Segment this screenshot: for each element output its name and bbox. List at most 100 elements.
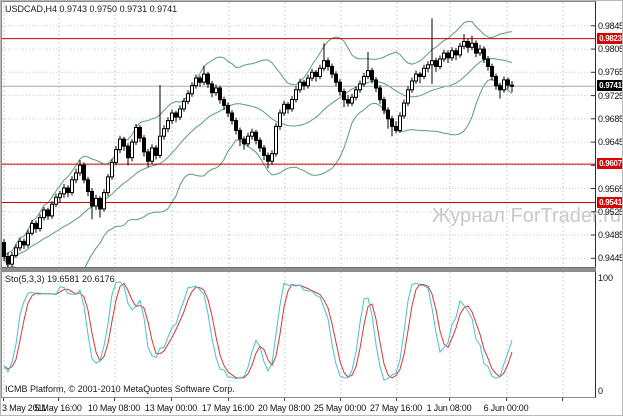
candle-body	[354, 89, 358, 98]
candle-body	[410, 80, 414, 91]
candle-body	[358, 83, 362, 91]
candle-body	[94, 197, 98, 207]
candle-body	[430, 60, 434, 66]
price-tick-label: 0.9445	[598, 253, 623, 264]
chart-title: USDCAD,H4 0.9743 0.9750 0.9731 0.9741	[5, 4, 178, 14]
stochastic-lines	[3, 281, 513, 381]
current-price-badge: 0.9741	[597, 80, 622, 92]
date-label: 1 Jun 08:00	[426, 403, 472, 413]
candle-body	[234, 120, 238, 131]
date-tick	[340, 398, 341, 401]
date-label: 17 May 16:00	[201, 403, 255, 413]
candle-body	[42, 209, 46, 219]
grid	[3, 272, 564, 397]
horizontal-level-lines	[2, 38, 595, 203]
signal-line	[3, 282, 513, 379]
candle-body	[110, 161, 114, 178]
candle-body	[510, 84, 514, 87]
candle-body	[54, 196, 58, 205]
candle-body	[218, 87, 222, 101]
price-tick-label: 0.9685	[598, 113, 623, 124]
candle-body	[350, 96, 354, 104]
candle-body	[2, 242, 6, 258]
candle-body	[6, 256, 10, 265]
date-tick	[506, 398, 507, 401]
candle-body	[266, 154, 270, 162]
candle-body	[426, 64, 430, 69]
sto-axis-max-label: 100	[598, 273, 614, 283]
date-label: 27 May 16:00	[369, 403, 423, 413]
candle-body	[454, 50, 458, 56]
date-tick	[171, 398, 172, 401]
candle-body	[22, 240, 26, 246]
candle-body	[398, 115, 402, 131]
candle-body	[66, 187, 70, 194]
date-tick	[114, 398, 115, 401]
candle-body	[238, 129, 242, 140]
candle-body	[470, 42, 474, 48]
price-tick-label: 0.9805	[598, 44, 623, 55]
candle-body	[490, 66, 494, 77]
candle-body	[178, 108, 182, 118]
candle-body	[158, 135, 162, 156]
candle-body	[74, 172, 78, 181]
candle-body	[230, 112, 234, 122]
candle-body	[342, 91, 346, 101]
candlestick-chart[interactable]	[2, 2, 595, 267]
date-tick	[449, 398, 450, 401]
candle-body	[506, 79, 510, 86]
candle-body	[214, 87, 218, 94]
candle-body	[502, 79, 506, 91]
candle-body	[278, 112, 282, 127]
candle-body	[134, 127, 138, 143]
candle-body	[310, 71, 314, 79]
candle-body	[294, 89, 298, 101]
candle-body	[334, 73, 338, 83]
candle-body	[50, 203, 54, 217]
date-label: 5 May 16:00	[34, 403, 82, 413]
candle-body	[250, 131, 254, 137]
candle-body	[62, 187, 66, 195]
price-tick-label: 0.9565	[598, 183, 623, 194]
candle-body	[422, 67, 426, 77]
candle-body	[202, 73, 206, 83]
candle-body	[474, 42, 478, 54]
price-tick-label: 0.9525	[598, 206, 623, 217]
stochastic-panel[interactable]: Sto(5,3,3) 19.6581 20.6176 ICMB Platform…	[1, 271, 596, 398]
candle-body	[494, 75, 498, 87]
time-axis: 3 May 2011 5 May 16:00 10 May 08:00 13 May …	[1, 398, 622, 415]
date-tick	[396, 398, 397, 401]
candle-body	[466, 41, 470, 48]
candle-body	[458, 45, 462, 56]
candle-body	[338, 81, 342, 92]
candle-body	[98, 197, 102, 210]
stochastic-chart[interactable]	[2, 272, 595, 397]
candle-body	[298, 81, 302, 91]
candle-body	[34, 222, 38, 230]
candle-body	[450, 50, 454, 59]
candle-body	[478, 48, 482, 54]
bollinger-bands	[3, 20, 513, 267]
candle-body	[406, 89, 410, 104]
watermark: Журнал ForTrader.ru	[432, 205, 621, 227]
date-tick	[58, 398, 59, 401]
date-tick	[3, 398, 4, 401]
candle-body	[286, 103, 290, 110]
main-line	[3, 281, 513, 381]
candle-body	[318, 67, 322, 77]
candle-body	[306, 77, 310, 87]
candle-body	[30, 222, 34, 234]
candle-body	[86, 179, 90, 193]
candle-body	[270, 153, 274, 162]
candle-body	[162, 128, 166, 137]
candle-body	[290, 99, 294, 110]
candle-body	[326, 60, 330, 68]
date-label: 20 May 08:00	[257, 403, 311, 413]
candle-body	[210, 83, 214, 94]
candle-body	[446, 52, 450, 59]
price-chart-panel[interactable]: USDCAD,H4 0.9743 0.9750 0.9731 0.9741 Жу…	[1, 1, 621, 268]
candle-body	[138, 127, 142, 139]
date-tick	[228, 398, 229, 401]
level-badge: 0.9607	[597, 158, 622, 170]
